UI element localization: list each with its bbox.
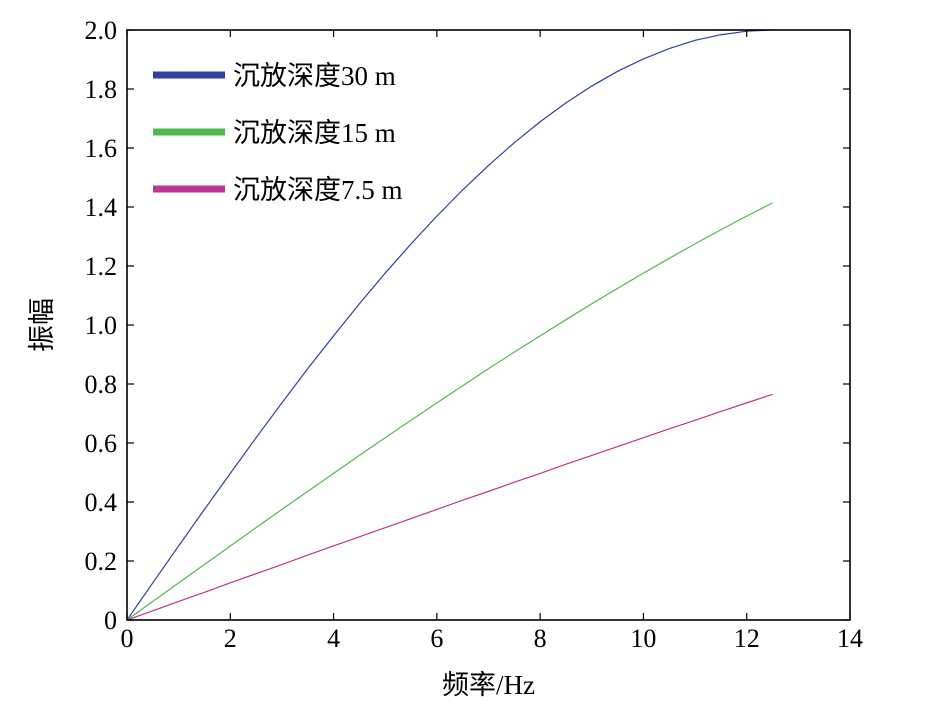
series-line-3 <box>126 393 773 621</box>
y-tick-label: 1.2 <box>85 252 118 281</box>
x-tick-label: 6 <box>430 624 443 653</box>
y-tick-label: 1.0 <box>85 311 118 340</box>
y-tick-label: 0.2 <box>85 547 118 576</box>
y-tick-label: 2.0 <box>85 16 118 45</box>
x-tick-label: 4 <box>327 624 340 653</box>
x-tick-label: 10 <box>630 624 656 653</box>
y-axis-label: 振幅 <box>27 298 57 352</box>
series-layer <box>126 29 773 621</box>
x-tick-label: 0 <box>121 624 134 653</box>
y-tick-label: 0 <box>104 606 117 635</box>
y-tick-label: 0.6 <box>85 429 118 458</box>
y-tick-label: 1.4 <box>85 193 118 222</box>
y-tick-label: 1.8 <box>85 75 118 104</box>
legend-item: 沉放深度7.5 m <box>153 175 403 205</box>
x-axis-label: 频率/Hz <box>442 670 535 700</box>
x-tick-label: 12 <box>734 624 760 653</box>
y-tick-label: 1.6 <box>85 134 118 163</box>
legend-item: 沉放深度15 m <box>153 118 396 148</box>
legend-item: 沉放深度30 m <box>153 61 396 91</box>
series-line-1 <box>126 29 773 621</box>
y-tick-labels: 0 0.2 0.4 0.6 0.8 1.0 1.2 1.4 1.6 1.8 2.0 <box>85 16 118 635</box>
x-tick-label: 14 <box>837 624 863 653</box>
x-tick-label: 8 <box>534 624 547 653</box>
legend: 沉放深度30 m 沉放深度15 m 沉放深度7.5 m <box>153 61 403 205</box>
legend-label: 沉放深度15 m <box>233 118 396 148</box>
legend-label: 沉放深度30 m <box>233 61 396 91</box>
series-line-2 <box>126 202 773 621</box>
x-tick-labels: 0 2 4 6 8 10 12 14 <box>121 624 864 653</box>
y-tick-label: 0.4 <box>85 488 118 517</box>
x-tick-label: 2 <box>224 624 237 653</box>
tick-marks <box>126 29 851 621</box>
y-tick-label: 0.8 <box>85 370 118 399</box>
legend-label: 沉放深度7.5 m <box>233 175 403 205</box>
